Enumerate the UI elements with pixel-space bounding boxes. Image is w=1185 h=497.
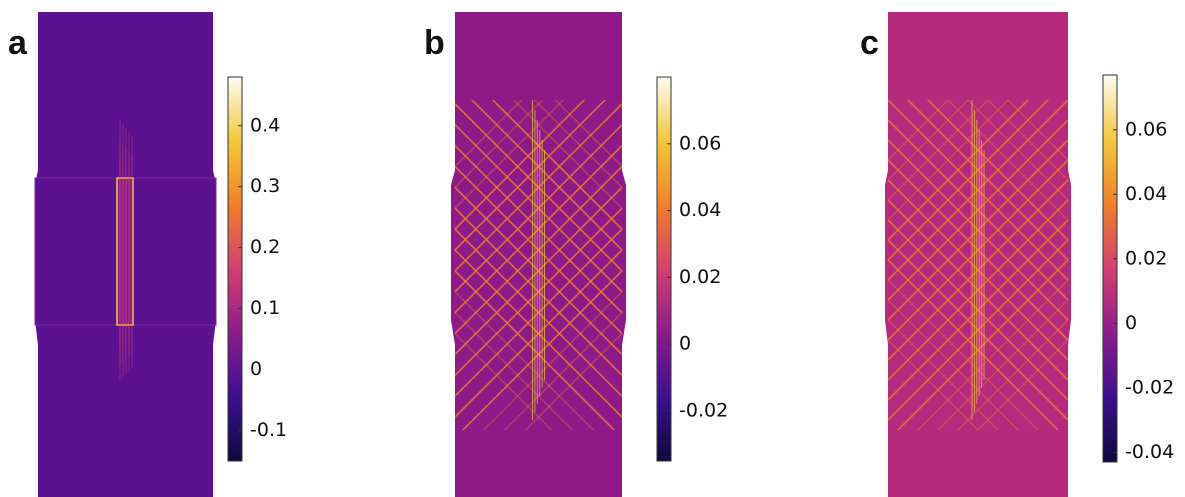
shear-band [454,165,623,335]
colorbar [1102,74,1118,463]
colorbar-tick-label: -0.1 [250,419,287,441]
shear-band [533,100,623,188]
shear-band [454,100,586,230]
shear-band [887,239,1069,421]
panel-label: c [860,24,879,62]
shear-band [887,279,1040,430]
shear-band [887,199,1069,381]
shear-band [512,100,623,209]
field-features [887,100,1069,430]
shear-band [482,291,623,430]
colorbar-tick-label: -0.02 [679,399,728,421]
center-strip [116,177,134,326]
shear-band [503,312,623,430]
shear-band [454,103,623,272]
shear-band [454,145,623,314]
shear-band [454,100,607,251]
colorbar-tick-label: 0.3 [250,175,280,197]
shear-band [524,332,623,430]
colorbar-tick-label: 0.04 [679,199,721,221]
field-features [454,100,623,430]
shear-band [887,219,1069,401]
colorbar-tick-label: 0.1 [250,297,280,319]
colorbar-tick-label: 0 [250,358,262,380]
panel-label: b [424,24,445,62]
shear-band [896,259,1069,430]
colorbar-tick-label: -0.02 [1125,376,1174,398]
shear-band [976,339,1069,430]
field-features [34,120,217,380]
shear-band [887,299,1020,430]
field [451,12,626,497]
shear-band [454,100,523,168]
shear-band [454,100,565,209]
colorbar-tick-label: 0.02 [679,266,721,288]
shear-band [454,291,595,430]
colorbar [656,76,672,462]
shear-band [454,186,623,355]
shear-band [887,179,1069,361]
colorbar-tick-label: 0.06 [1125,118,1167,140]
colorbar-tick-label: 0.02 [1125,247,1167,269]
shear-band [454,332,553,430]
colorbar-tick-label: -0.04 [1125,441,1174,463]
shear-band [454,207,623,376]
panel-label: a [8,24,28,62]
colorbar [227,76,243,462]
colorbar-tick-label: 0.06 [679,132,721,154]
shear-band [936,299,1069,430]
shear-band [454,249,623,418]
colorbar-tick-label: 0.4 [250,114,280,136]
colorbar-tick-label: 0 [679,333,691,355]
colorbar-tick-label: 0 [1125,312,1137,334]
shear-band [956,319,1069,430]
colorbar-tick-label: 0.04 [1125,183,1167,205]
shear-band [554,100,623,168]
shear-band [454,312,574,430]
colorbar-tick-label: 0.2 [250,236,280,258]
shear-band [887,159,1069,341]
shear-band [454,228,623,397]
shear-band [461,270,623,430]
shear-band [916,279,1069,430]
shear-band [887,339,980,430]
shear-band [454,124,623,293]
shear-band [887,319,1000,430]
shear-band [454,100,544,188]
